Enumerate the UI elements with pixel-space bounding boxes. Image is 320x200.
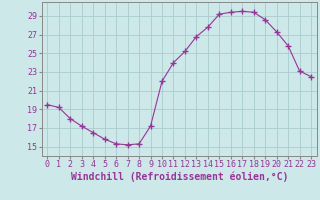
X-axis label: Windchill (Refroidissement éolien,°C): Windchill (Refroidissement éolien,°C) (70, 172, 288, 182)
